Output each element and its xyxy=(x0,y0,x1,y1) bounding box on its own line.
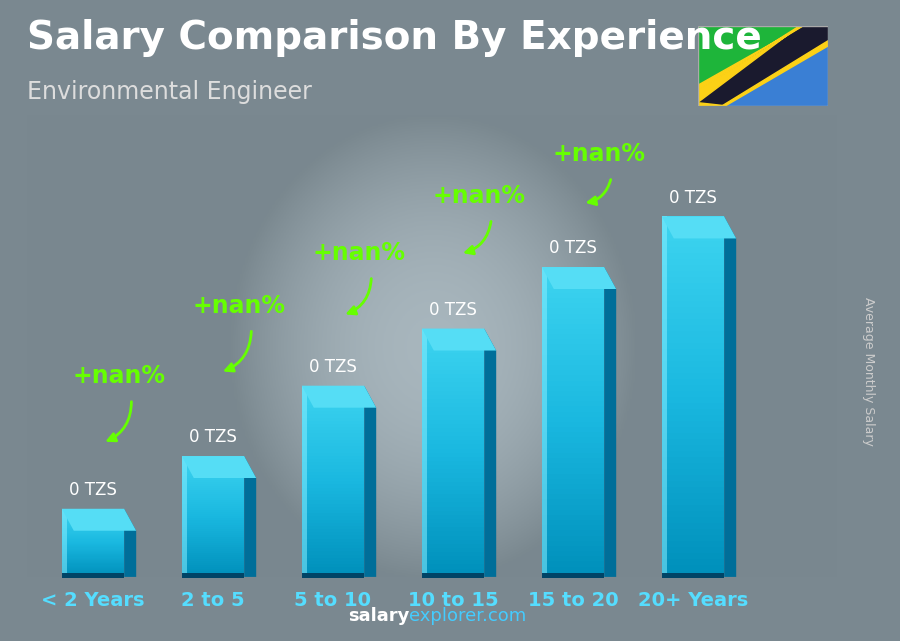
Polygon shape xyxy=(182,456,256,478)
Text: +nan%: +nan% xyxy=(73,364,166,388)
Polygon shape xyxy=(364,386,376,577)
Polygon shape xyxy=(662,217,736,238)
Text: +nan%: +nan% xyxy=(433,184,526,208)
Text: Salary Comparison By Experience: Salary Comparison By Experience xyxy=(27,19,761,57)
Polygon shape xyxy=(698,26,804,90)
Text: Environmental Engineer: Environmental Engineer xyxy=(27,80,312,104)
Text: +nan%: +nan% xyxy=(193,294,286,317)
Text: 0 TZS: 0 TZS xyxy=(549,239,597,257)
Polygon shape xyxy=(698,26,828,106)
Text: Average Monthly Salary: Average Monthly Salary xyxy=(862,297,875,446)
Polygon shape xyxy=(302,386,376,408)
Polygon shape xyxy=(484,329,496,577)
Polygon shape xyxy=(698,26,804,103)
Polygon shape xyxy=(604,267,617,577)
Text: 0 TZS: 0 TZS xyxy=(429,301,477,319)
Polygon shape xyxy=(124,509,136,577)
Text: salary: salary xyxy=(348,607,410,625)
Text: explorer.com: explorer.com xyxy=(410,607,526,625)
Polygon shape xyxy=(698,26,828,106)
Text: +nan%: +nan% xyxy=(553,142,646,166)
Polygon shape xyxy=(422,329,496,351)
Text: 0 TZS: 0 TZS xyxy=(69,481,117,499)
Polygon shape xyxy=(62,509,136,531)
Text: 0 TZS: 0 TZS xyxy=(669,189,717,207)
Text: 0 TZS: 0 TZS xyxy=(309,358,357,376)
Polygon shape xyxy=(542,267,616,289)
Polygon shape xyxy=(724,217,736,577)
Text: +nan%: +nan% xyxy=(313,241,406,265)
Polygon shape xyxy=(722,41,828,106)
Polygon shape xyxy=(698,103,725,106)
Polygon shape xyxy=(698,26,828,106)
Polygon shape xyxy=(244,456,256,577)
Text: 0 TZS: 0 TZS xyxy=(189,428,237,446)
